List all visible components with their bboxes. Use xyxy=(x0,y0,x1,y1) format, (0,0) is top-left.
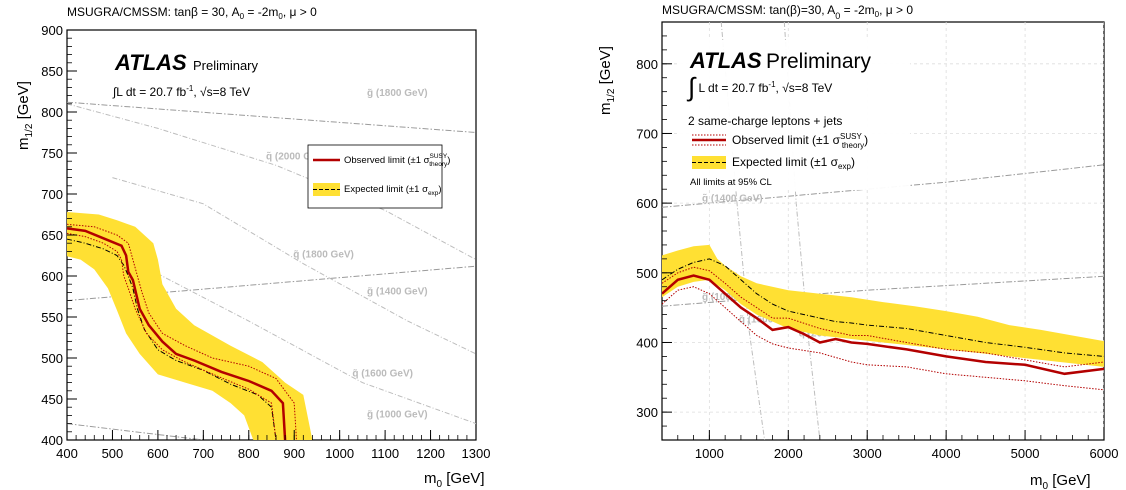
left-gluino-contour-1 xyxy=(67,265,476,302)
left-x-tick-label-9: 1300 xyxy=(462,446,491,461)
right-preliminary-label: Preliminary xyxy=(766,50,872,73)
right-x-tick-label-4: 5000 xyxy=(1011,446,1040,461)
left-squark-contour-2 xyxy=(67,103,476,261)
left-y-tick-label-4: 600 xyxy=(41,269,63,284)
right-cl-note: All limits at 95% CL xyxy=(690,177,772,188)
right-y-tick-label-0: 300 xyxy=(636,405,658,420)
left-series-expected-limit xyxy=(67,238,277,440)
right-limit-lines xyxy=(662,258,1104,391)
left-gluino-contour-0 xyxy=(67,423,204,440)
left-x-tick-label-2: 600 xyxy=(147,446,169,461)
left-y-tick-label-9: 850 xyxy=(41,64,63,79)
right-axes: 1000 2000 3000 4000 5000 6000 300 400 500 600 700 8… xyxy=(636,21,1119,461)
left-x-tick-label-3: 700 xyxy=(192,446,214,461)
right-series-observed-1-theory xyxy=(662,286,1104,391)
left-gluino-contour-label-2: g̃ (1800 GeV) xyxy=(367,88,428,99)
left-series-observed-1-theory xyxy=(67,232,277,440)
left-chart-header: MSUGRA/CMSSM: tanβ = 30, A0 = -2m0, μ > … xyxy=(67,5,317,21)
left-legend xyxy=(307,144,443,209)
right-x-tick-label-1: 2000 xyxy=(774,446,803,461)
left-squark-contour-label-0: q̃ (1600 GeV) xyxy=(352,368,413,379)
right-channel-label: 2 same-charge leptons + jets xyxy=(688,114,842,128)
left-x-tick-label-7: 1100 xyxy=(371,446,399,461)
left-series-observed-limit xyxy=(67,227,287,440)
left-squark-contour-0 xyxy=(130,259,476,425)
right-y-tick-label-5: 800 xyxy=(636,57,658,72)
left-y-tick-label-6: 700 xyxy=(41,187,63,202)
left-legend-expected-label: Expected limit (±1 σexp) xyxy=(344,184,442,197)
left-x-axis-label: m0 [GeV] xyxy=(424,470,485,490)
right-y-tick-label-1: 400 xyxy=(636,335,658,350)
left-squark-contour-1 xyxy=(112,177,476,355)
left-x-tick-label-1: 500 xyxy=(102,446,124,461)
left-series-observed-1-theory xyxy=(67,223,297,440)
right-legend-observed-label: Observed limit (±1 σSUSY theory) xyxy=(732,132,868,150)
right-atlas-label: ATLAS xyxy=(689,48,762,73)
right-gluino-contour-label-0: g̃ (1000 GeV) xyxy=(702,292,763,303)
right-series-observed-1-theory xyxy=(662,266,1104,368)
left-y-tick-label-0: 400 xyxy=(41,433,63,448)
left-y-tick-label-7: 750 xyxy=(41,146,63,161)
right-series-observed-limit xyxy=(662,274,1104,376)
left-limit-lines xyxy=(67,223,297,440)
right-y-tick-label-2: 500 xyxy=(636,266,658,281)
left-atlas-label: ATLAS xyxy=(114,50,187,75)
left-x-tick-label-6: 1000 xyxy=(325,446,354,461)
right-legend-expected-swatch xyxy=(692,156,726,169)
left-y-tick-label-1: 450 xyxy=(41,392,63,407)
right-x-tick-label-3: 4000 xyxy=(932,446,961,461)
right-x-tick-label-2: 3000 xyxy=(853,446,882,461)
left-x-tick-label-8: 1200 xyxy=(416,446,445,461)
right-y-axis-label: m1/2 [GeV] xyxy=(597,46,617,115)
right-x-tick-label-0: 1000 xyxy=(695,446,724,461)
left-x-tick-label-4: 800 xyxy=(238,446,260,461)
left-axes: 400 500 600 700 800 900 1000 1100 1200 1300 400 450… xyxy=(41,23,490,461)
right-chart-header: MSUGRA/CMSSM: tan(β)=30, A0 = -2m0, μ > … xyxy=(662,3,913,21)
right-luminosity-label: ∫ L dt = 20.7 fb-1, √s=8 TeV xyxy=(686,72,832,102)
right-expected-band xyxy=(662,244,1104,367)
right-legend-expected-label: Expected limit (±1 σexp) xyxy=(732,155,855,171)
right-expected-band-area xyxy=(662,244,1104,367)
left-y-tick-label-2: 500 xyxy=(41,351,63,366)
left-gluino-contour-2 xyxy=(67,101,476,133)
left-gluino-contour-label-0: g̃ (1000 GeV) xyxy=(367,409,428,420)
left-chart: MSUGRA/CMSSM: tanβ = 30, A0 = -2m0, μ > … xyxy=(15,5,490,490)
left-squark-contour-label-2: q̃ (2000 GeV) xyxy=(266,151,327,162)
left-x-tick-label-5: 900 xyxy=(283,446,305,461)
right-x-tick-label-5: 6000 xyxy=(1090,446,1119,461)
left-x-tick-label-0: 400 xyxy=(56,446,78,461)
left-expected-band xyxy=(67,212,313,440)
left-luminosity-label: ∫L dt = 20.7 fb-1, √s=8 TeV xyxy=(112,84,250,99)
left-y-tick-label-10: 900 xyxy=(41,23,63,38)
left-contour-lines: g̃ (1000 GeV) g̃ (1400 GeV) g̃ (1800 GeV) q… xyxy=(67,88,476,440)
right-series-expected-limit xyxy=(662,258,1104,357)
left-gluino-contour-label-1: g̃ (1400 GeV) xyxy=(367,286,428,297)
left-y-tick-label-8: 800 xyxy=(41,105,63,120)
right-x-axis-label: m0 [GeV] xyxy=(1030,472,1091,490)
right-gluino-contour-label-1: g̃ (1400 GeV) xyxy=(702,193,763,204)
left-squark-contour-label-1: q̃ (1800 GeV) xyxy=(293,249,354,260)
left-y-axis-label: m1/2 [GeV] xyxy=(15,81,35,150)
left-y-tick-label-5: 650 xyxy=(41,228,63,243)
right-y-tick-label-4: 700 xyxy=(636,126,658,141)
right-y-tick-label-3: 600 xyxy=(636,196,658,211)
left-legend-observed-label: Observed limit (±1 σSUSY theory) xyxy=(344,153,450,168)
left-preliminary-label: Preliminary xyxy=(193,58,259,73)
right-chart: MSUGRA/CMSSM: tan(β)=30, A0 = -2m0, μ > … xyxy=(597,3,1118,490)
left-y-tick-label-3: 550 xyxy=(41,310,63,325)
left-expected-band-area xyxy=(67,212,313,440)
